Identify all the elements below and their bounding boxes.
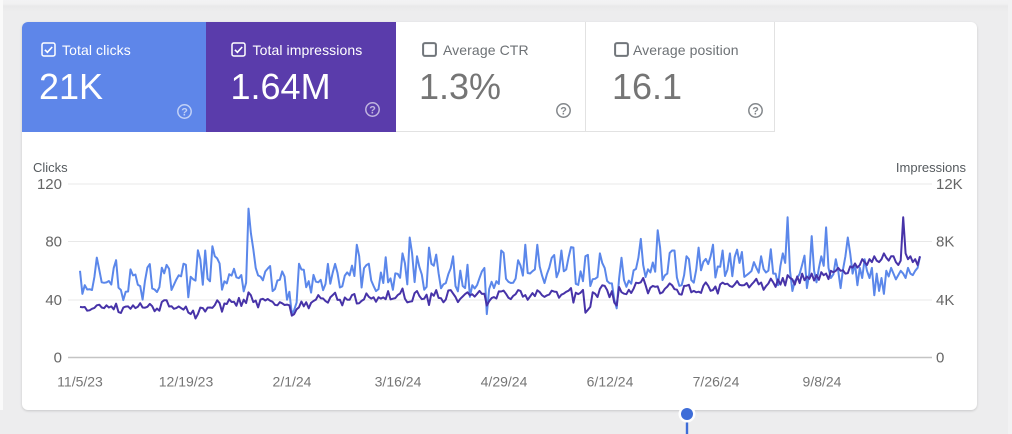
svg-text:7/26/24: 7/26/24 [693,374,740,390]
svg-text:3/16/24: 3/16/24 [375,374,422,390]
svg-text:4K: 4K [936,292,954,309]
svg-text:Clicks: Clicks [33,160,68,175]
svg-text:120: 120 [37,176,62,193]
svg-text:2/1/24: 2/1/24 [273,374,312,390]
svg-text:0: 0 [54,350,62,367]
svg-text:0: 0 [936,350,944,367]
svg-text:4/29/24: 4/29/24 [481,374,528,390]
svg-text:11/5/23: 11/5/23 [57,374,103,390]
svg-text:12/19/23: 12/19/23 [159,374,214,390]
svg-text:?: ? [560,105,567,117]
svg-text:12K: 12K [936,176,963,193]
svg-text:6/12/24: 6/12/24 [587,374,634,390]
svg-text:80: 80 [45,234,62,251]
svg-text:40: 40 [45,292,62,309]
svg-text:Impressions: Impressions [896,160,967,175]
svg-text:?: ? [369,104,376,116]
svg-text:8K: 8K [936,234,954,251]
svg-text:?: ? [752,105,759,117]
svg-text:?: ? [181,106,188,118]
svg-text:9/8/24: 9/8/24 [803,374,842,390]
